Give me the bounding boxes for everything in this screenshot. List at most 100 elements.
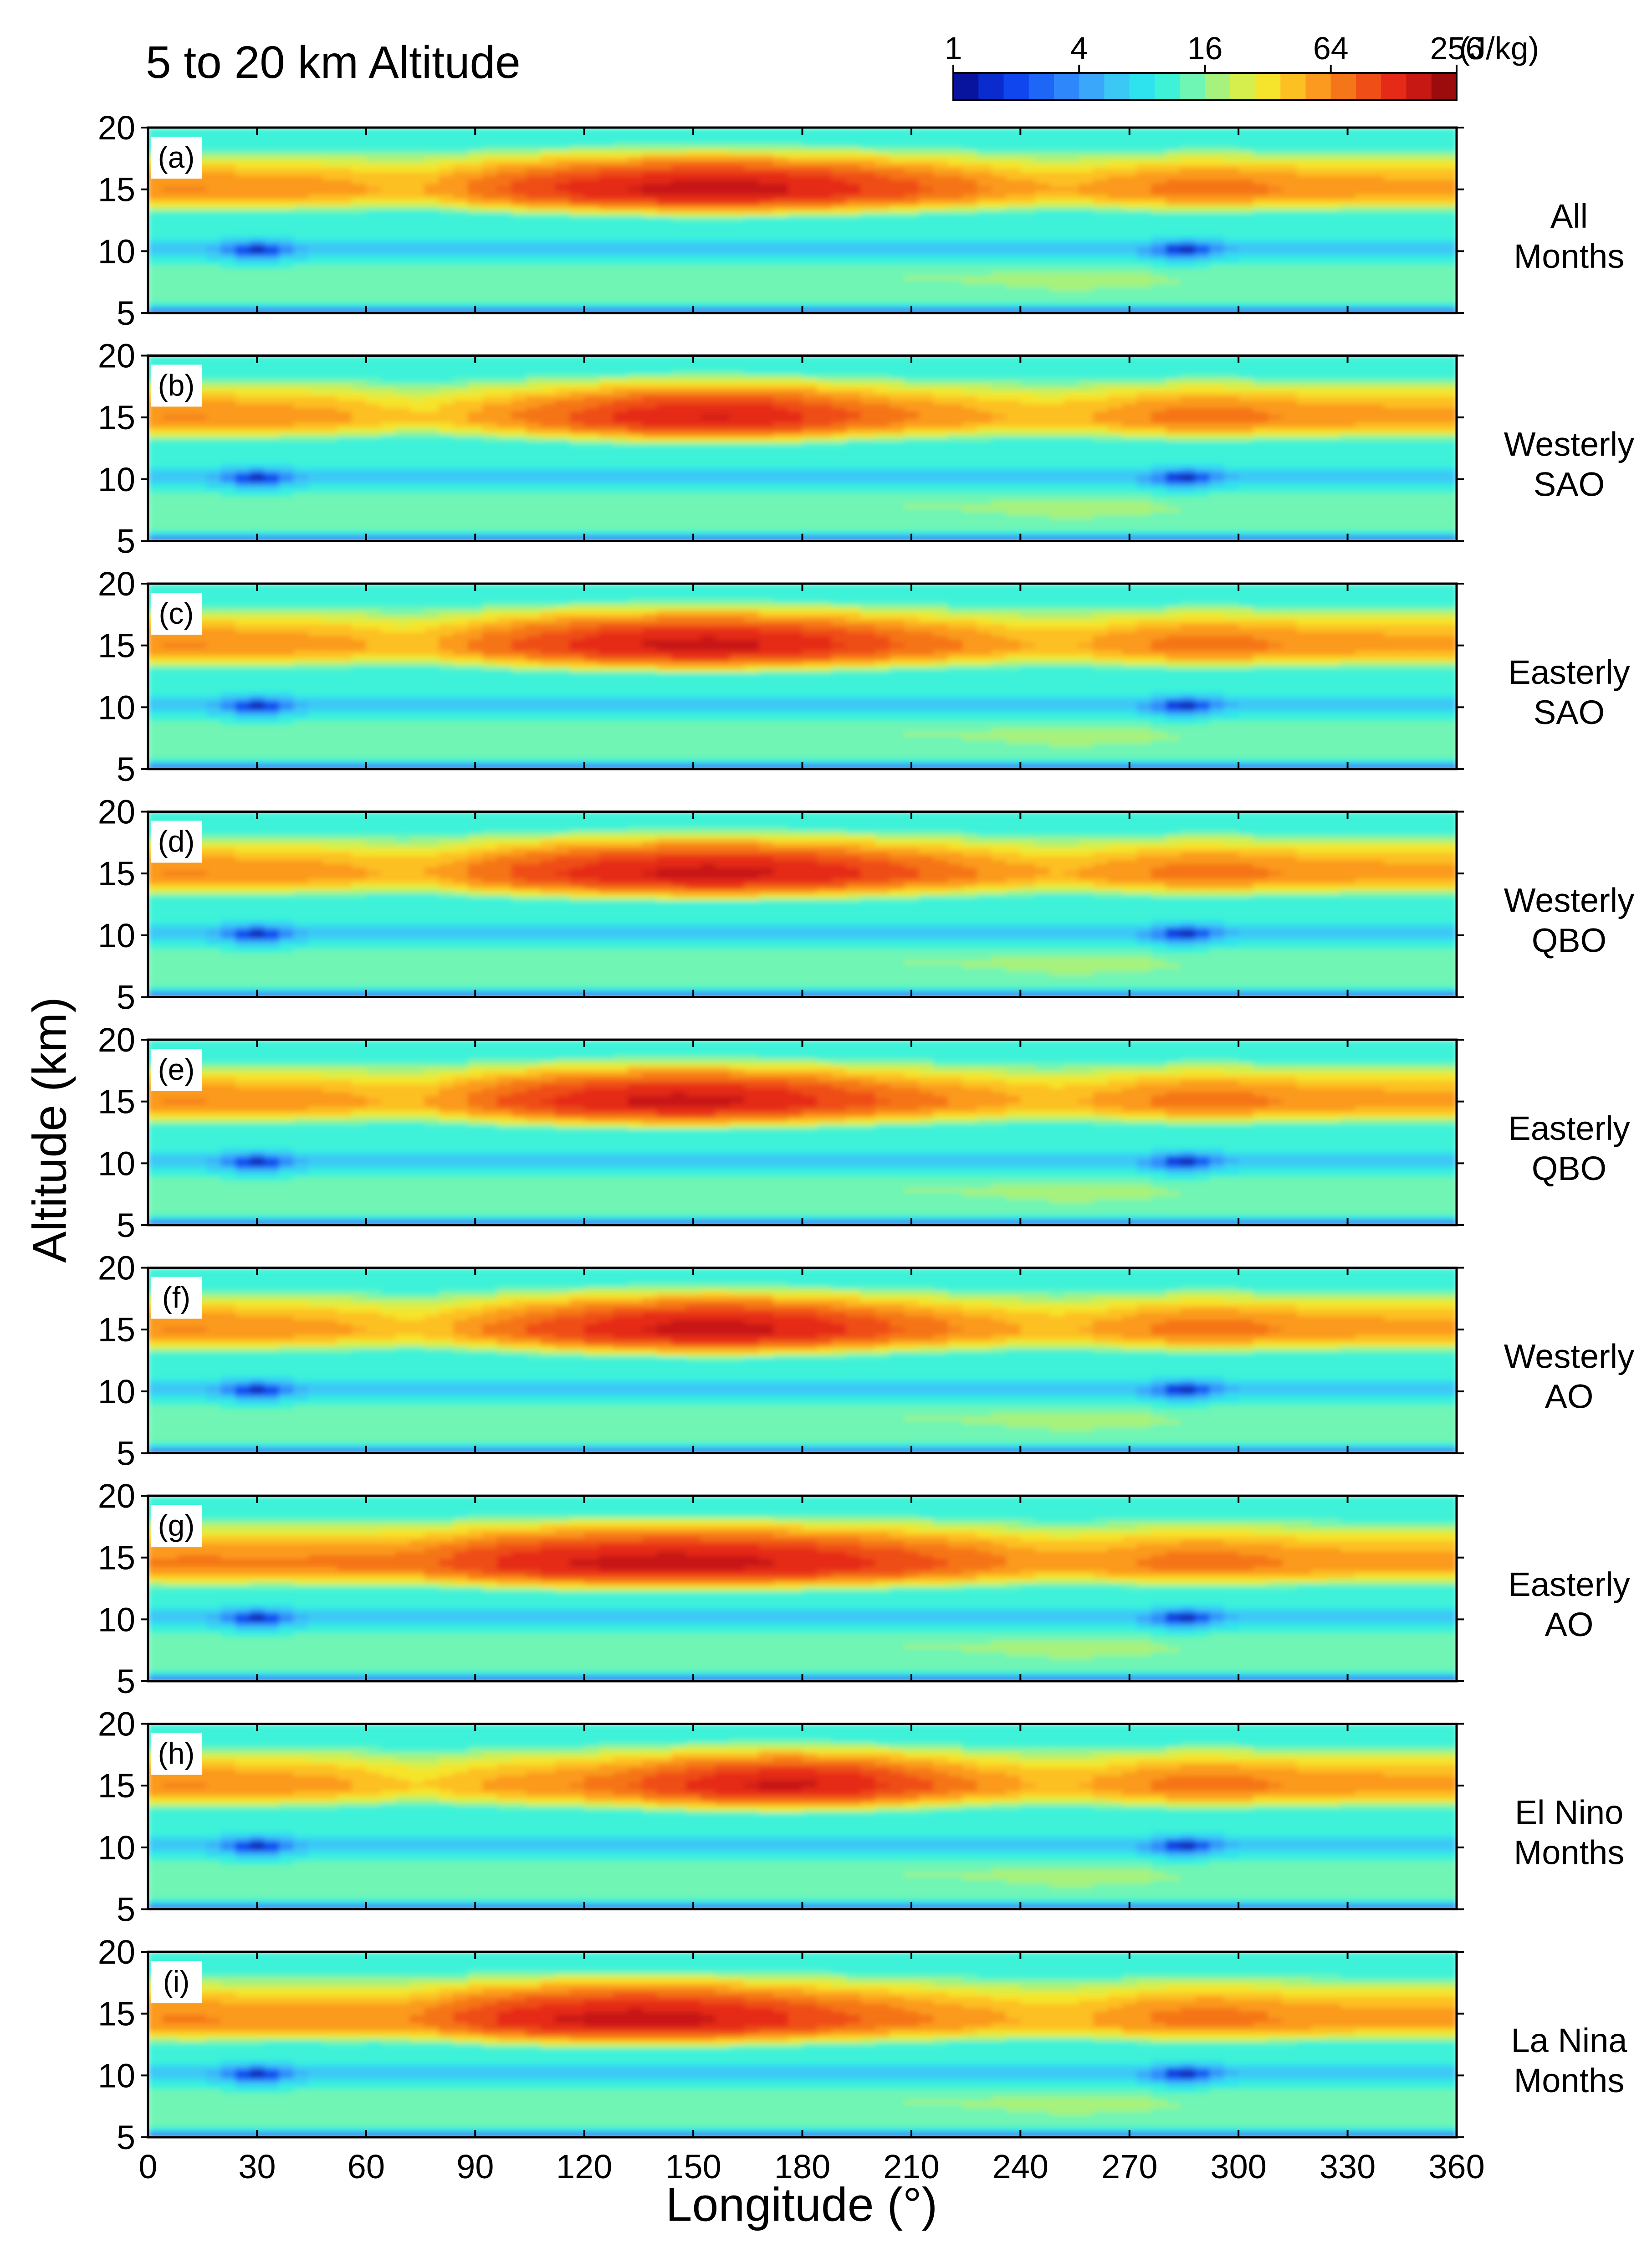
heatmap-cell	[1108, 298, 1123, 302]
heatmap-cell	[308, 302, 323, 306]
colorbar-swatch	[1079, 73, 1105, 100]
heatmap-cell	[352, 291, 367, 295]
heatmap-cell	[628, 298, 643, 302]
heatmap-cell	[1180, 291, 1195, 295]
heatmap-cell	[570, 291, 585, 295]
heatmap-cell	[279, 287, 294, 291]
heatmap-cell	[1180, 302, 1195, 306]
heatmap-cell	[206, 294, 221, 298]
heatmap-cell	[1282, 283, 1297, 287]
heatmap-cell	[584, 280, 599, 284]
heatmap-cell	[584, 298, 599, 302]
heatmap-cell	[991, 302, 1006, 306]
heatmap-cell	[192, 298, 207, 302]
heatmap-cell	[715, 302, 730, 306]
heatmap-cell	[846, 302, 861, 306]
heatmap-cell	[1442, 306, 1457, 310]
heatmap-cell	[933, 298, 948, 302]
heatmap-cell	[352, 306, 367, 310]
colorbar-swatch	[1280, 73, 1306, 100]
heatmap-cell	[701, 287, 716, 291]
heatmap-cell	[526, 294, 541, 298]
heatmap-cell	[395, 294, 410, 298]
heatmap-cell	[192, 306, 207, 310]
heatmap-cell	[919, 287, 934, 291]
heatmap-cell	[1064, 306, 1079, 310]
heatmap-cell	[860, 298, 875, 302]
colorbar-swatch	[1054, 73, 1079, 100]
heatmap-cell	[381, 283, 396, 287]
heatmap-cell	[657, 294, 672, 298]
heatmap-cell	[279, 291, 294, 295]
heatmap-cell	[671, 294, 686, 298]
heatmap-cell	[846, 294, 861, 298]
heatmap-cell	[1297, 298, 1312, 302]
heatmap-cell	[1108, 306, 1123, 310]
heatmap-cell	[686, 298, 701, 302]
heatmap-cell	[1006, 280, 1021, 284]
heatmap-cell	[439, 287, 454, 291]
heatmap-cell	[1020, 306, 1035, 310]
heatmap-cell	[235, 283, 251, 287]
heatmap-cell	[1209, 280, 1224, 284]
heatmap-cell	[671, 302, 686, 306]
heatmap-cell	[948, 280, 963, 284]
heatmap-cell	[206, 302, 221, 306]
heatmap-cell	[1340, 302, 1355, 306]
heatmap-cell	[584, 294, 599, 298]
heatmap-cell	[1195, 306, 1210, 310]
heatmap-cell	[744, 283, 759, 287]
colorbar-swatch	[1407, 73, 1432, 100]
heatmap-cell	[875, 306, 890, 310]
heatmap-cell	[628, 283, 643, 287]
heatmap-cell	[1326, 287, 1341, 291]
heatmap-cell	[1035, 291, 1050, 295]
heatmap-cell	[1093, 294, 1108, 298]
heatmap-cell	[293, 291, 308, 295]
heatmap-cell	[730, 287, 745, 291]
heatmap-cell	[163, 283, 178, 287]
heatmap-cell	[1093, 298, 1108, 302]
heatmap-cell	[614, 298, 629, 302]
heatmap-cell	[599, 298, 614, 302]
heatmap-cell	[1209, 302, 1224, 306]
heatmap-cell	[948, 306, 963, 310]
heatmap-cell	[991, 306, 1006, 310]
heatmap-cell	[831, 287, 846, 291]
panel-stack: 5101520(a)AllMonths5101520(b)WesterlySAO…	[98, 109, 1635, 2186]
heatmap-cell	[1282, 306, 1297, 310]
heatmap-cell	[293, 306, 308, 310]
heatmap-cell	[1166, 283, 1181, 287]
heatmap-cell	[541, 283, 556, 287]
heatmap-cell	[1137, 302, 1152, 306]
heatmap-cell	[221, 302, 236, 306]
heatmap-cell	[1035, 280, 1050, 284]
heatmap-cell	[148, 287, 163, 291]
colorbar-swatch	[1205, 73, 1231, 100]
heatmap-cell	[788, 287, 803, 291]
heatmap-cell	[541, 306, 556, 310]
heatmap-cell	[1340, 298, 1355, 302]
heatmap-cell	[1035, 298, 1050, 302]
heatmap-cell	[177, 287, 192, 291]
heatmap-cell	[541, 280, 556, 284]
heatmap-cell	[555, 302, 570, 306]
heatmap-cell	[468, 291, 483, 295]
heatmap-cell	[599, 287, 614, 291]
heatmap-cell	[948, 298, 963, 302]
heatmap-cell	[177, 298, 192, 302]
heatmap-cell	[250, 294, 265, 298]
heatmap-cell	[1151, 287, 1166, 291]
heatmap-cell	[788, 283, 803, 287]
heatmap-cell	[148, 298, 163, 302]
heatmap-cell	[1049, 291, 1064, 295]
heatmap-cell	[293, 294, 308, 298]
heatmap-cell	[163, 291, 178, 295]
colorbar-swatch	[953, 73, 979, 100]
heatmap-cell	[163, 280, 178, 284]
heatmap-cell	[803, 291, 818, 295]
heatmap-cell	[221, 298, 236, 302]
colorbar-swatch	[1029, 73, 1054, 100]
heatmap-cell	[1166, 294, 1181, 298]
heatmap-cell	[1064, 287, 1079, 291]
